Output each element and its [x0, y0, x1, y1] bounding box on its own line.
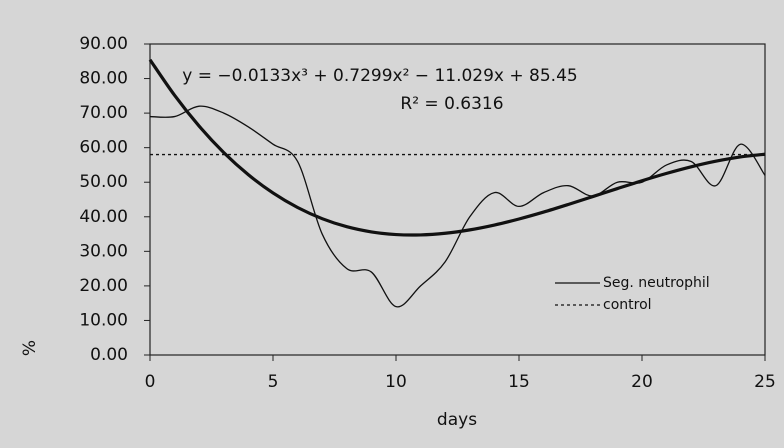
equation: y = −0.0133x³ + 0.7299x² − 11.029x + 85.…: [182, 66, 577, 86]
y-tick-label: 50.00: [79, 172, 128, 192]
y-tick-label: 70.00: [79, 103, 128, 123]
x-tick-label: 10: [385, 372, 407, 392]
x-tick-label: 25: [754, 372, 776, 392]
series-line: [148, 58, 766, 237]
y-tick-label: 40.00: [79, 207, 128, 227]
y-tick-label: 30.00: [79, 241, 128, 261]
y-tick-label: 90.00: [79, 34, 128, 54]
y-tick-label: 0.00: [90, 345, 128, 365]
y-tick-label: 80.00: [79, 69, 128, 89]
x-axis-label: days: [437, 410, 477, 430]
r-squared: R² = 0.6316: [400, 94, 503, 114]
y-axis-label: %: [20, 340, 40, 356]
x-tick-label: 5: [268, 372, 279, 392]
x-tick-label: 20: [631, 372, 653, 392]
legend-label: Seg. neutrophil: [603, 275, 710, 291]
series-line: [149, 105, 766, 308]
x-tick-label: 0: [145, 372, 156, 392]
y-tick-label: 20.00: [79, 276, 128, 296]
y-tick-label: 10.00: [79, 310, 128, 330]
x-tick-label: 15: [508, 372, 530, 392]
plot-frame: [149, 43, 766, 356]
y-tick-label: 60.00: [79, 138, 128, 158]
legend-label: control: [603, 297, 652, 313]
